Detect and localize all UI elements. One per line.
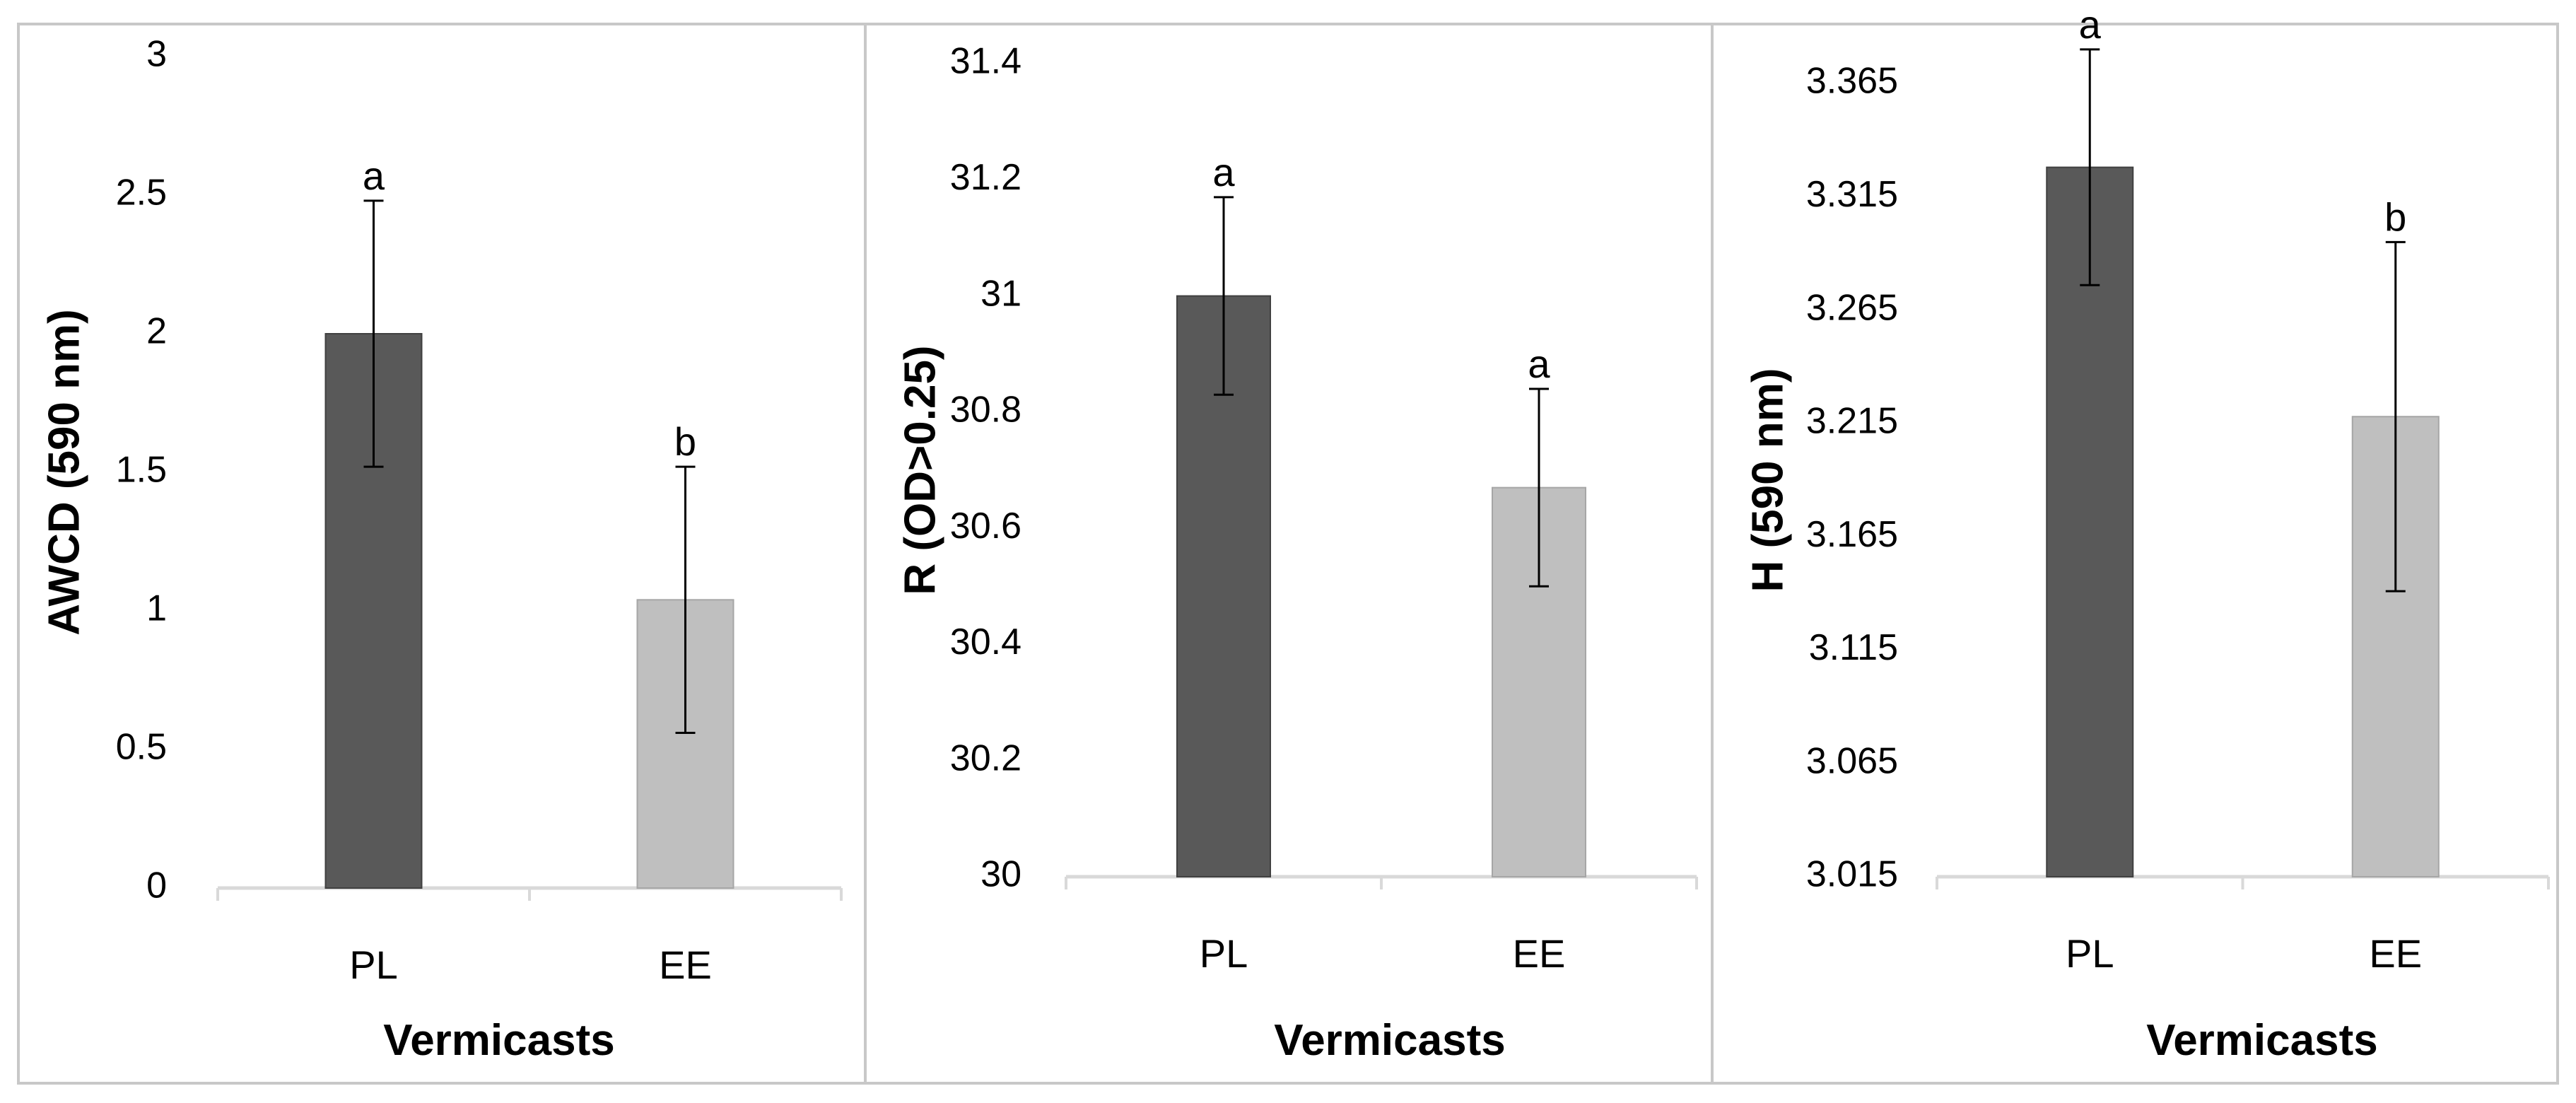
panel-shannon: H (590 nm) Vermicasts 3.015 3.065 3.115 3.1… <box>1711 2 2559 1085</box>
panel-richness-ytick: 30.4 <box>950 621 1021 663</box>
panel-shannon-frame <box>1711 23 2559 1085</box>
panel-awcd-ytick: 2.5 <box>116 173 167 214</box>
panel-awcd-ytick: 1 <box>146 588 167 629</box>
panel-richness-ytick: 30.8 <box>950 390 1021 431</box>
panel-richness-sig-pl: a <box>1212 150 1235 194</box>
panel-shannon-ytick: 3.015 <box>1806 854 1898 895</box>
panel-awcd-ytick: 2 <box>146 311 167 352</box>
panel-richness-ytick: 30.6 <box>950 506 1021 547</box>
panel-richness-ytick: 30.2 <box>950 737 1021 778</box>
panel-richness: R (OD>0.25) Vermicasts 30 30.2 30.4 30.6 30.… <box>864 23 1714 1085</box>
panel-awcd-xtick-pl: PL <box>349 942 398 987</box>
panel-shannon-sig-ee: b <box>2384 194 2406 239</box>
panel-awcd-xlabel: Vermicasts <box>383 1016 614 1065</box>
panel-richness-sig-ee: a <box>1528 342 1550 386</box>
panel-shannon-ytick: 3.115 <box>1809 627 1898 668</box>
panel-awcd-ytick: 1.5 <box>116 450 167 491</box>
panel-shannon-xtick-ee: EE <box>2369 931 2422 976</box>
panel-awcd-ylabel: AWCD (590 nm) <box>40 309 88 636</box>
panel-awcd: AWCD (590 nm) Vermicasts 0 0.5 1 1.5 2 2.5 3 a P… <box>17 23 867 1085</box>
panel-shannon-ylabel: H (590 nm) <box>1743 368 1792 593</box>
panel-awcd-sig-ee: b <box>674 419 696 464</box>
panel-shannon-sig-pl: a <box>2079 2 2102 47</box>
panel-richness-ytick: 31.4 <box>950 41 1021 82</box>
panel-richness-ylabel: R (OD>0.25) <box>896 345 944 595</box>
panel-shannon-ytick: 3.065 <box>1806 740 1898 781</box>
panel-awcd-xtick-ee: EE <box>659 942 712 987</box>
panel-awcd-ytick: 0 <box>146 865 167 906</box>
panel-shannon-ytick: 3.265 <box>1806 287 1898 328</box>
panel-richness-ytick: 31 <box>980 273 1021 314</box>
panel-richness-ytick: 30 <box>980 854 1021 895</box>
panel-awcd-ytick: 3 <box>146 34 167 75</box>
panel-richness-xtick-pl: PL <box>1200 931 1248 976</box>
panel-shannon-xtick-pl: PL <box>2066 931 2114 976</box>
panel-shannon-ytick: 3.365 <box>1806 61 1898 102</box>
panel-shannon-xlabel: Vermicasts <box>2146 1016 2377 1065</box>
panel-shannon-ytick: 3.315 <box>1806 174 1898 215</box>
panel-richness-xlabel: Vermicasts <box>1274 1016 1505 1065</box>
panel-richness-xtick-ee: EE <box>1513 931 1566 976</box>
panel-awcd-ytick: 0.5 <box>116 727 167 768</box>
panel-shannon-ytick: 3.215 <box>1806 401 1898 442</box>
panel-shannon-ytick: 3.165 <box>1806 514 1898 555</box>
panel-richness-ytick: 31.2 <box>950 157 1021 198</box>
panel-awcd-sig-pl: a <box>363 153 385 198</box>
